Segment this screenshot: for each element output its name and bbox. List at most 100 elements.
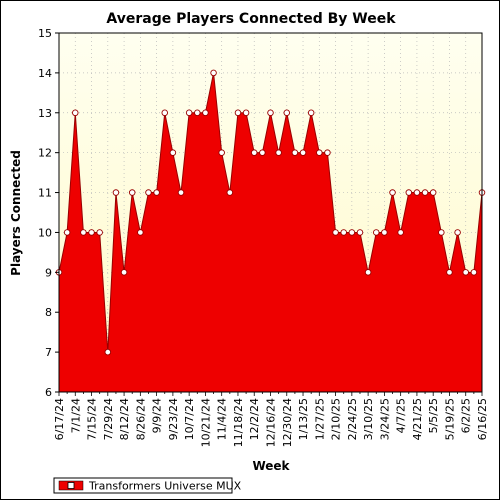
x-tick-label: 1/13/25 — [297, 398, 310, 440]
x-tick-label: 2/24/25 — [346, 398, 359, 440]
data-point — [299, 149, 307, 156]
data-point — [259, 149, 266, 156]
data-point — [324, 149, 331, 156]
series-markers — [55, 69, 486, 356]
y-tick-label: 10 — [38, 226, 52, 239]
data-point — [405, 189, 413, 196]
y-tick-label: 13 — [38, 107, 52, 120]
data-point — [177, 189, 185, 196]
x-tick-label: 8/26/24 — [134, 398, 147, 440]
data-point — [291, 149, 299, 156]
x-tick-label: 11/4/24 — [216, 398, 229, 440]
x-tick-label: 7/1/24 — [69, 398, 82, 433]
y-axis-ticks: 6 7 8 9 10 11 12 13 14 15 — [38, 27, 59, 399]
x-tick-label: 12/16/24 — [265, 398, 278, 447]
y-axis-label: Players Connected — [9, 150, 23, 276]
data-point — [128, 189, 136, 196]
x-tick-label: 12/30/24 — [281, 398, 294, 447]
data-point — [185, 109, 193, 117]
x-axis-label: Week — [252, 459, 290, 473]
data-point — [153, 189, 160, 196]
plot-border — [58, 32, 483, 393]
data-point — [202, 109, 209, 117]
data-point — [161, 109, 168, 117]
data-point — [373, 229, 380, 236]
x-tick-label: 4/21/25 — [411, 398, 424, 440]
x-tick-label: 1/27/25 — [313, 398, 326, 440]
x-tick-label: 10/21/24 — [199, 398, 212, 447]
legend: Transformers Universe MUX — [53, 477, 242, 494]
data-point — [96, 229, 103, 236]
data-point — [226, 189, 234, 196]
data-point — [348, 229, 356, 236]
x-tick-label: 3/10/25 — [362, 398, 375, 440]
data-point — [340, 229, 347, 236]
x-tick-label: 9/9/24 — [151, 398, 164, 433]
y-tick-label: 11 — [38, 187, 52, 200]
x-tick-label: 12/2/24 — [248, 398, 261, 440]
data-point — [332, 229, 339, 236]
data-point — [72, 109, 79, 117]
data-point — [364, 269, 372, 276]
data-point — [316, 149, 323, 156]
data-point — [250, 149, 258, 156]
data-point — [462, 269, 469, 276]
data-point — [80, 229, 87, 236]
x-axis-ticks: 6/17/24 7/1/24 7/15/24 7/29/24 8/12/24 8/26/2… — [53, 392, 489, 447]
x-tick-label: 4/7/25 — [395, 398, 408, 433]
x-tick-label: 10/7/24 — [183, 398, 196, 440]
data-point — [413, 189, 421, 196]
data-point — [307, 109, 315, 117]
data-point — [137, 229, 144, 236]
data-point — [194, 109, 201, 117]
y-tick-label: 15 — [38, 27, 52, 40]
data-point — [145, 189, 152, 196]
chart-title: Average Players Connected By Week — [106, 11, 396, 27]
x-tick-label: 5/5/25 — [427, 398, 440, 433]
data-point — [275, 149, 282, 156]
data-point — [397, 229, 404, 236]
data-point — [429, 189, 437, 196]
data-point — [242, 109, 250, 117]
data-point — [218, 149, 225, 156]
legend-marker-icon — [67, 482, 75, 489]
data-point — [88, 229, 95, 236]
y-tick-label: 8 — [45, 306, 52, 319]
y-tick-label: 14 — [38, 67, 52, 80]
x-tick-label: 7/29/24 — [102, 398, 115, 440]
x-tick-label: 9/23/24 — [167, 398, 180, 440]
legend-box — [53, 477, 233, 494]
y-tick-label: 9 — [45, 266, 52, 279]
data-point — [454, 229, 461, 236]
data-point — [234, 109, 242, 117]
data-point — [112, 189, 120, 196]
data-point — [283, 109, 291, 117]
x-tick-label: 5/19/25 — [443, 398, 456, 440]
y-tick-label: 7 — [45, 346, 52, 359]
data-point — [104, 348, 112, 356]
data-point — [120, 269, 128, 276]
x-tick-label: 2/10/25 — [330, 398, 343, 440]
data-point — [446, 269, 453, 276]
y-tick-label: 12 — [38, 147, 52, 160]
data-point — [210, 69, 217, 77]
data-point — [267, 109, 274, 117]
data-point — [421, 189, 429, 196]
data-point — [470, 269, 478, 276]
x-tick-label: 11/18/24 — [232, 398, 245, 447]
y-tick-label: 6 — [45, 386, 52, 399]
x-tick-label: 6/2/25 — [460, 398, 473, 433]
x-tick-label: 6/17/24 — [53, 398, 66, 440]
legend-label: Transformers Universe MUX — [88, 480, 242, 493]
data-point — [389, 189, 396, 196]
data-point — [356, 229, 364, 236]
data-point — [169, 149, 177, 156]
x-tick-label: 7/15/24 — [86, 398, 99, 440]
x-tick-label: 3/24/25 — [378, 398, 391, 440]
x-tick-label: 8/12/24 — [118, 398, 131, 440]
x-tick-label: 6/16/25 — [476, 398, 489, 440]
data-point — [381, 229, 388, 236]
data-point — [438, 229, 445, 236]
